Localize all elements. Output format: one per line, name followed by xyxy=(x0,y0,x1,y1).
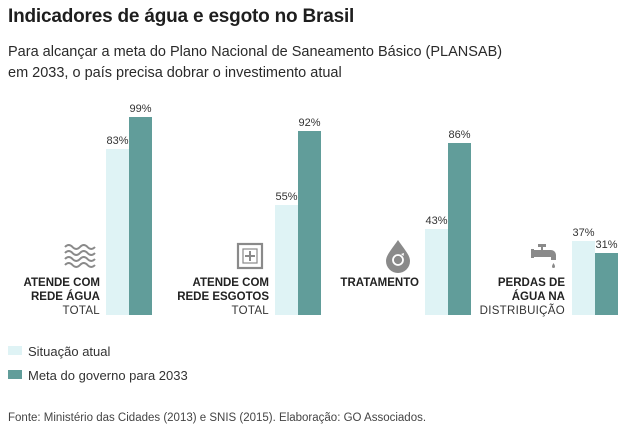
value-label-current-3: 43% xyxy=(425,215,447,227)
bar-goal-2 xyxy=(298,131,321,315)
water-drop-recycle-icon xyxy=(386,240,410,273)
category-sublabel-2: TOTAL xyxy=(232,305,270,317)
legend-goal-label: Meta do governo para 2033 xyxy=(28,368,188,383)
bar-current-2 xyxy=(275,205,298,315)
category-label-2-line-2: REDE ESGOTOS xyxy=(177,291,269,303)
category-label-4-line-2: ÁGUA NA xyxy=(512,290,565,303)
category-group-2: 55% 92% ATENDE COM REDE ESGOTOS TOTAL xyxy=(177,117,321,317)
subtitle-line-2: em 2033, o país precisa dobrar o investi… xyxy=(8,65,342,81)
value-label-goal-1: 99% xyxy=(129,103,151,115)
category-sublabel-1: TOTAL xyxy=(63,305,101,317)
category-label-2-line-1: ATENDE COM xyxy=(193,277,269,289)
bar-goal-3 xyxy=(448,143,471,315)
category-group-3: 43% 86% TRATAMENTO xyxy=(340,129,471,315)
value-label-goal-3: 86% xyxy=(448,129,470,141)
category-label-1-line-1: ATENDE COM xyxy=(24,277,100,289)
bar-goal-4 xyxy=(595,253,618,315)
faucet-icon xyxy=(531,244,556,268)
legend-current-label: Situação atual xyxy=(28,344,111,359)
chart-subtitle: Para alcançar a meta do Plano Nacional d… xyxy=(8,42,568,84)
legend-swatch-current xyxy=(8,346,22,355)
bar-current-4 xyxy=(572,241,595,315)
chart-title: Indicadores de água e esgoto no Brasil xyxy=(8,6,355,27)
value-label-goal-4: 31% xyxy=(595,239,617,251)
value-label-goal-2: 92% xyxy=(298,117,320,129)
value-label-current-2: 55% xyxy=(275,191,297,203)
sewage-box-icon xyxy=(236,242,264,270)
category-label-4-line-1: PERDAS DE xyxy=(498,277,565,289)
source-note: Fonte: Ministério das Cidades (2013) e S… xyxy=(8,412,427,424)
bar-current-3 xyxy=(425,229,448,315)
value-label-current-4: 37% xyxy=(572,227,594,239)
subtitle-line-1: Para alcançar a meta do Plano Nacional d… xyxy=(8,44,503,60)
category-label-1-line-2: REDE ÁGUA xyxy=(31,290,100,303)
legend-goal: Meta do governo para 2033 xyxy=(8,368,188,383)
legend-current: Situação atual xyxy=(8,344,110,359)
legend-swatch-goal xyxy=(8,370,22,379)
category-sublabel-4: DISTRIBUIÇÃO xyxy=(480,304,565,317)
water-waves-icon xyxy=(64,244,96,268)
value-label-current-1: 83% xyxy=(106,135,128,147)
bar-current-1 xyxy=(106,149,129,315)
category-label-3-line-1: TRATAMENTO xyxy=(340,277,419,289)
bar-goal-1 xyxy=(129,117,152,315)
